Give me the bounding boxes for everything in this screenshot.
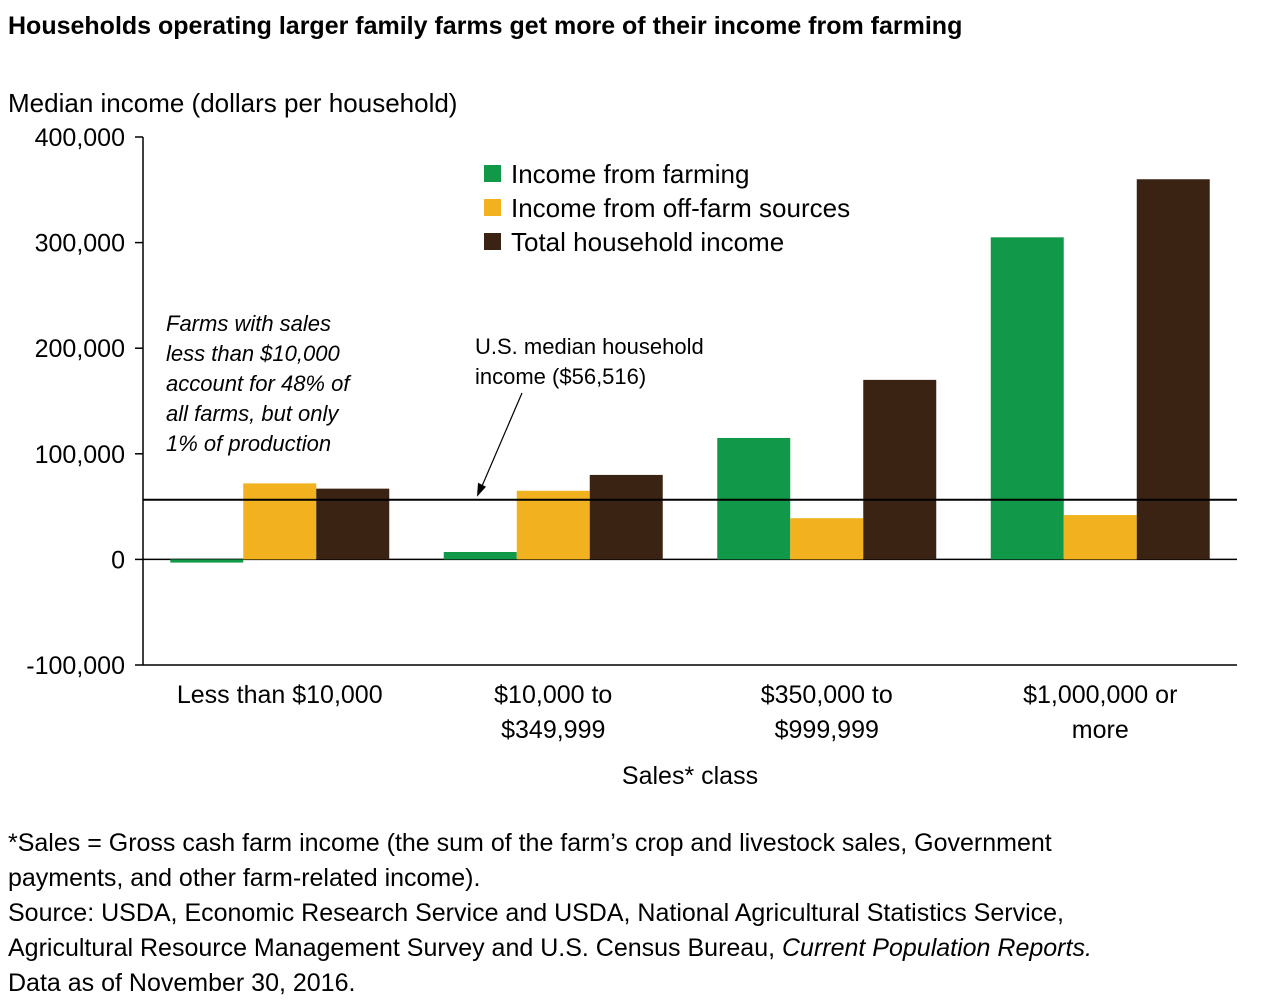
x-tick-label: Less than $10,000 bbox=[177, 681, 383, 709]
legend-swatch bbox=[484, 233, 501, 250]
footnote-line-3: Source: USDA, Economic Research Service … bbox=[8, 899, 1064, 927]
y-tick-label: 300,000 bbox=[35, 230, 125, 258]
y-tick-label: 200,000 bbox=[35, 335, 125, 363]
legend-label: Income from farming bbox=[511, 159, 749, 189]
legend-swatch bbox=[484, 199, 501, 216]
bar bbox=[516, 490, 590, 560]
legend-label: Total household income bbox=[511, 227, 784, 257]
y-tick-label: 400,000 bbox=[35, 124, 125, 152]
x-tick-label: more bbox=[1072, 716, 1129, 744]
reference-arrow-head bbox=[477, 482, 486, 497]
bar bbox=[1136, 179, 1210, 560]
annotation-text: Farms with sales bbox=[166, 311, 331, 336]
x-tick-label: $1,000,000 or bbox=[1023, 681, 1177, 709]
legend-swatch bbox=[484, 165, 501, 182]
x-tick-label: $349,999 bbox=[501, 716, 605, 744]
bar bbox=[443, 552, 517, 560]
y-tick-label: -100,000 bbox=[26, 652, 125, 680]
footnote: *Sales = Gross cash farm income (the sum… bbox=[8, 826, 1092, 1001]
reference-arrow-line bbox=[479, 392, 523, 491]
x-tick-label: $10,000 to bbox=[494, 681, 612, 709]
bar bbox=[589, 474, 663, 560]
footnote-line-1: *Sales = Gross cash farm income (the sum… bbox=[8, 829, 1052, 857]
bar bbox=[990, 237, 1064, 560]
bar bbox=[170, 559, 244, 563]
footnote-line-4: Agricultural Resource Management Survey … bbox=[8, 931, 1092, 966]
annotation-text: account for 48% of bbox=[166, 371, 352, 396]
annotation-text: 1% of production bbox=[166, 431, 331, 456]
legend-label: Income from off-farm sources bbox=[511, 193, 850, 223]
y-tick-label: 100,000 bbox=[35, 441, 125, 469]
annotation-text: less than $10,000 bbox=[166, 341, 340, 366]
footnote-line-5: Data as of November 30, 2016. bbox=[8, 969, 356, 997]
annotation-text: all farms, but only bbox=[166, 401, 340, 426]
y-axis-label: Median income (dollars per household) bbox=[8, 88, 458, 118]
x-tick-label: $350,000 to bbox=[761, 681, 893, 709]
bar bbox=[863, 379, 937, 560]
bar bbox=[717, 437, 791, 560]
bar bbox=[790, 518, 864, 560]
x-tick-label: $999,999 bbox=[775, 716, 879, 744]
footnote-line-2: payments, and other farm-related income)… bbox=[8, 864, 481, 892]
reference-line-label: income ($56,516) bbox=[475, 364, 646, 389]
reference-line-label: U.S. median household bbox=[475, 334, 704, 359]
y-tick-label: 0 bbox=[111, 546, 125, 574]
x-axis-label: Sales* class bbox=[622, 762, 758, 790]
chart-title: Households operating larger family farms… bbox=[8, 12, 963, 40]
footnote-source-text: Agricultural Resource Management Survey … bbox=[8, 934, 782, 962]
bar bbox=[243, 483, 317, 560]
bar bbox=[1063, 515, 1137, 560]
footnote-source-title: Current Population Reports. bbox=[782, 934, 1092, 962]
